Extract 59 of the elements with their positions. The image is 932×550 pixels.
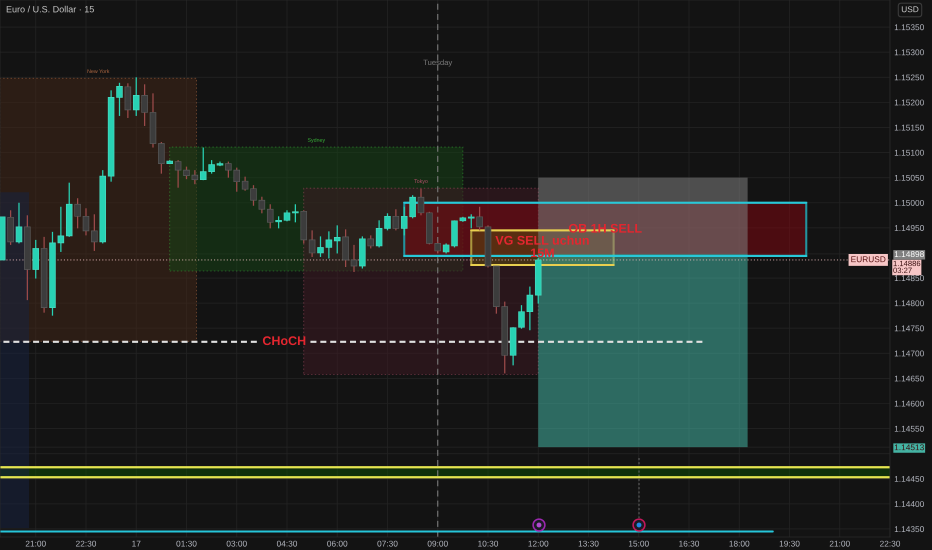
x-tick-label: 21:00 [830,540,850,547]
x-tick-label: 15:00 [628,540,649,547]
candlestick [124,82,132,119]
text: Euro / U.S. Dollar · 15 [6,6,94,12]
y-tick-label: 1.14800 [894,300,924,306]
x-tick-label: 21:00 [26,540,46,547]
y-tick-label: 1.14550 [894,426,924,432]
x-tick-label: 18:00 [729,540,750,547]
candlestick [32,239,40,280]
candlestick [392,208,400,231]
y-tick-label: 1.15050 [894,174,924,181]
y-tick-label: 1.14650 [894,376,924,382]
y-tick-label: 1.14898 [894,251,924,258]
x-tick-label: 22:30 [880,540,900,547]
candlestick [200,146,207,181]
candlestick [16,202,22,244]
x-tick-label: 04:30 [276,540,298,547]
y-tick-label: 1.15200 [894,100,924,106]
y-tick-label: 1.14400 [894,501,924,507]
candlestick [409,194,416,219]
y-tick-label: 1.14450 [894,476,924,482]
x-tick-label: 01:30 [176,540,197,547]
ref-line-label: EURUSD [851,256,886,262]
y-tick-label: 1.14513 [894,444,924,450]
x-tick-label: 22:30 [76,540,96,547]
y-tick-label: 1.15300 [894,49,924,56]
candlestick [233,167,240,192]
y-tick-label: 1.14850 [894,275,924,282]
y-tick-label: 1.15350 [894,24,924,30]
candlestick [468,214,475,229]
y-tick-label: 1.15250 [894,74,924,80]
candlestick [400,206,408,236]
candlestick [225,160,232,178]
candlestick [308,230,316,258]
candlestick [334,224,341,254]
y-axis-title: USD [902,6,918,12]
annotation: CHoCH [262,336,306,346]
x-tick-label: 03:00 [226,540,247,547]
y-tick-label: 1.14750 [894,325,924,332]
candlestick [367,234,374,250]
x-tick-label: 10:30 [478,540,498,547]
candlestick [132,76,140,117]
x-tick-label: 09:00 [428,540,448,547]
y-tick-label: 1.15000 [894,200,924,206]
y-tick-label: 1.15100 [894,150,924,156]
candlestick [434,241,442,254]
y-tick-label: 1.14950 [894,225,924,231]
x-tick-label: 06:00 [327,540,348,547]
y-tick-label: 1.15150 [894,124,924,131]
y-tick-label: 1.14350 [894,526,924,532]
x-tick-label: 07:30 [377,540,398,547]
x-tick-label: 12:00 [528,540,548,547]
x-tick-label: 13:30 [578,540,599,547]
x-tick-label: 17 [132,540,140,547]
y-tick-label: 1.14600 [894,400,924,407]
candlestick [266,204,274,229]
y-tick-label: 1.14700 [894,350,924,356]
x-tick-label: 16:30 [679,540,700,547]
x-tick-label: 19:30 [780,540,800,547]
